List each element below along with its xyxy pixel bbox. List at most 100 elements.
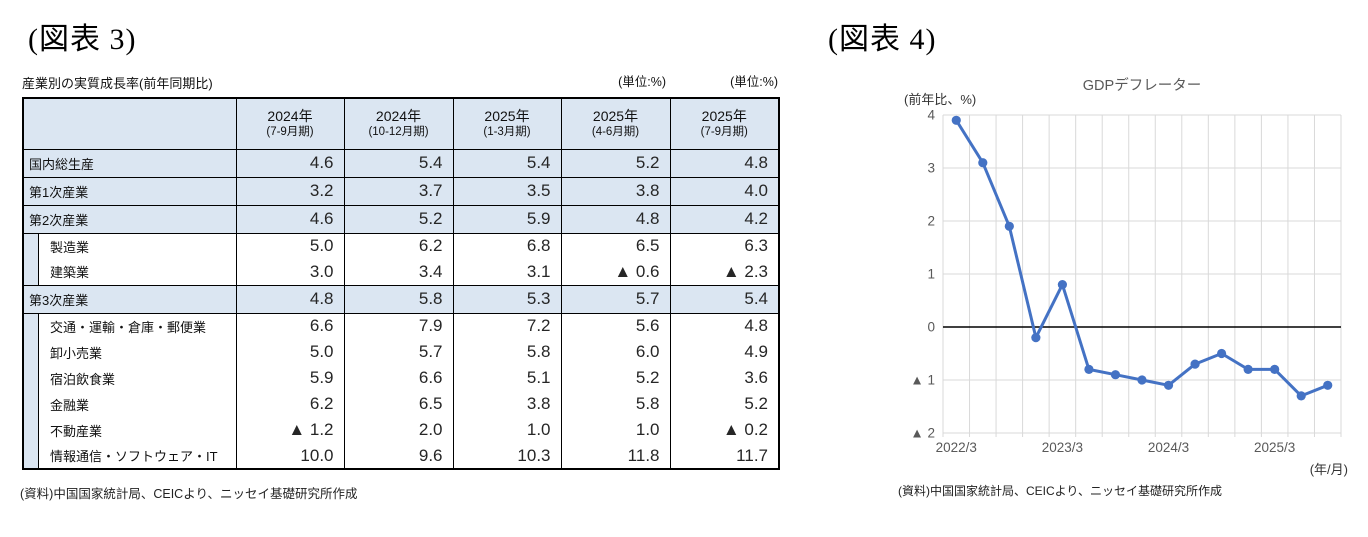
- chart-point: [1031, 333, 1041, 343]
- value-cell: 5.2: [560, 148, 671, 178]
- value-cell: ▲ 1.2: [235, 417, 345, 443]
- table-row: 国内総生産 4.6 5.4 5.4 5.2 4.8: [22, 148, 780, 178]
- row-label: 卸小売業: [22, 339, 237, 365]
- column-header: 2024年 (7-9月期): [235, 98, 345, 150]
- value-cell: 5.4: [343, 148, 454, 178]
- value-cell: 10.0: [235, 443, 345, 469]
- value-cell: 1.0: [560, 417, 671, 443]
- table-row: 交通・運輸・倉庫・郵便業 6.6 7.9 7.2 5.6 4.8: [22, 313, 780, 339]
- value-cell: 6.2: [343, 233, 454, 259]
- value-cell: 5.4: [452, 148, 562, 178]
- chart-point: [1190, 359, 1200, 369]
- table-row: 金融業 6.2 6.5 3.8 5.8 5.2: [22, 391, 780, 417]
- value-cell: 3.5: [452, 176, 562, 206]
- chart-point: [1137, 375, 1147, 385]
- y-axis-unit-label: (前年比、%): [904, 92, 977, 107]
- value-cell: 5.1: [452, 365, 562, 391]
- table-row: 第3次産業 4.8 5.8 5.3 5.7 5.4: [22, 284, 780, 314]
- chart-point: [951, 115, 961, 125]
- value-cell: 4.0: [669, 176, 780, 206]
- value-cell: 5.2: [560, 365, 671, 391]
- table-title: 産業別の実質成長率(前年同期比): [22, 76, 213, 91]
- table-row: 建築業 3.0 3.4 3.1 ▲ 0.6 ▲ 2.3: [22, 259, 780, 285]
- chart-point: [1057, 280, 1067, 290]
- value-cell: 5.7: [560, 284, 671, 314]
- table-header-row: 2024年 (7-9月期) 2024年 (10-12月期) 2025年 (1-3月期) 20…: [22, 98, 780, 150]
- value-cell: 6.8: [452, 233, 562, 259]
- row-label: 国内総生産: [22, 148, 237, 178]
- figure4-heading: (図表 4): [828, 23, 937, 56]
- table-row: 第1次産業 3.2 3.7 3.5 3.8 4.0: [22, 176, 780, 206]
- value-cell: 7.9: [343, 313, 454, 339]
- value-cell: 4.8: [560, 204, 671, 234]
- row-label: 交通・運輸・倉庫・郵便業: [22, 313, 237, 339]
- chart-point: [1004, 221, 1014, 231]
- value-cell: 11.8: [560, 443, 671, 469]
- value-cell: 1.0: [452, 417, 562, 443]
- table-row: 卸小売業 5.0 5.7 5.8 6.0 4.9: [22, 339, 780, 365]
- unit-label-1: (単位:%): [618, 75, 666, 89]
- table-corner-cell: [22, 98, 237, 150]
- value-cell: 5.9: [452, 204, 562, 234]
- row-label: 第3次産業: [22, 284, 237, 314]
- value-cell: 3.8: [560, 176, 671, 206]
- value-cell: 6.5: [343, 391, 454, 417]
- y-tick-label: 1: [927, 267, 935, 282]
- column-header-year: 2024年: [375, 108, 422, 125]
- value-cell: 5.2: [343, 204, 454, 234]
- row-label: 金融業: [22, 391, 237, 417]
- column-header-year: 2025年: [701, 108, 747, 125]
- chart-point: [1243, 364, 1253, 374]
- value-cell: 6.2: [235, 391, 345, 417]
- value-cell: 3.7: [343, 176, 454, 206]
- chart-point: [1163, 380, 1174, 390]
- value-cell: 6.3: [669, 233, 780, 259]
- table-row: 情報通信・ソフトウェア・IT 10.0 9.6 10.3 11.8 11.7: [22, 443, 780, 469]
- y-tick-label: 4: [927, 108, 935, 123]
- value-cell: 5.9: [235, 365, 345, 391]
- value-cell: 5.6: [560, 313, 671, 339]
- y-tick-label: 2: [927, 214, 935, 229]
- x-tick-label: 2022/3: [936, 440, 977, 455]
- column-header-period: (7-9月期): [266, 126, 314, 139]
- value-cell: 10.3: [452, 443, 562, 469]
- value-cell: 6.5: [560, 233, 671, 259]
- row-label: 第1次産業: [22, 176, 237, 206]
- column-header-year: 2025年: [592, 108, 639, 125]
- column-header-period: (4-6月期): [591, 126, 640, 139]
- table-row: 不動産業 ▲ 1.2 2.0 1.0 1.0 ▲ 0.2: [22, 417, 780, 443]
- row-label: 不動産業: [22, 417, 237, 443]
- value-cell: 4.9: [669, 339, 780, 365]
- row-label: 情報通信・ソフトウェア・IT: [22, 443, 237, 469]
- column-header-year: 2024年: [267, 108, 313, 125]
- row-label: 製造業: [22, 233, 237, 259]
- chart-point: [1323, 380, 1333, 390]
- value-cell: 4.8: [235, 284, 345, 314]
- industry-growth-table: 2024年 (7-9月期) 2024年 (10-12月期) 2025年 (1-3月期) 20…: [22, 97, 780, 470]
- value-cell: 6.6: [343, 365, 454, 391]
- value-cell: 6.0: [560, 339, 671, 365]
- x-tick-label: 2025/3: [1254, 440, 1295, 455]
- figure4-section: GDPデフレーター (前年比、%) 4 3 2 1 0 ▲ 1 ▲ 2 2022/3 2023/…: [890, 72, 1368, 527]
- value-cell: ▲ 0.6: [560, 259, 671, 285]
- value-cell: ▲ 2.3: [669, 259, 780, 285]
- value-cell: 4.6: [235, 204, 345, 234]
- row-label: 宿泊飲食業: [22, 365, 237, 391]
- value-cell: 4.6: [235, 148, 345, 178]
- chart-point: [1217, 348, 1227, 359]
- column-header-period: (7-9月期): [700, 126, 748, 139]
- row-label: 建築業: [22, 259, 237, 285]
- table-row: 宿泊飲食業 5.9 6.6 5.1 5.2 3.6: [22, 365, 780, 391]
- value-cell: 5.8: [560, 391, 671, 417]
- chart-point: [1270, 364, 1280, 374]
- value-cell: 4.2: [669, 204, 780, 234]
- table-row: 製造業 5.0 6.2 6.8 6.5 6.3: [22, 233, 780, 259]
- value-cell: 3.6: [669, 365, 780, 391]
- value-cell: 5.0: [235, 339, 345, 365]
- value-cell: 3.0: [235, 259, 345, 285]
- y-tick-label: ▲ 2: [910, 426, 935, 441]
- column-header: 2025年 (4-6月期): [560, 98, 671, 150]
- value-cell: 5.2: [669, 391, 780, 417]
- y-tick-label: ▲ 1: [910, 373, 935, 388]
- value-cell: 11.7: [669, 443, 780, 469]
